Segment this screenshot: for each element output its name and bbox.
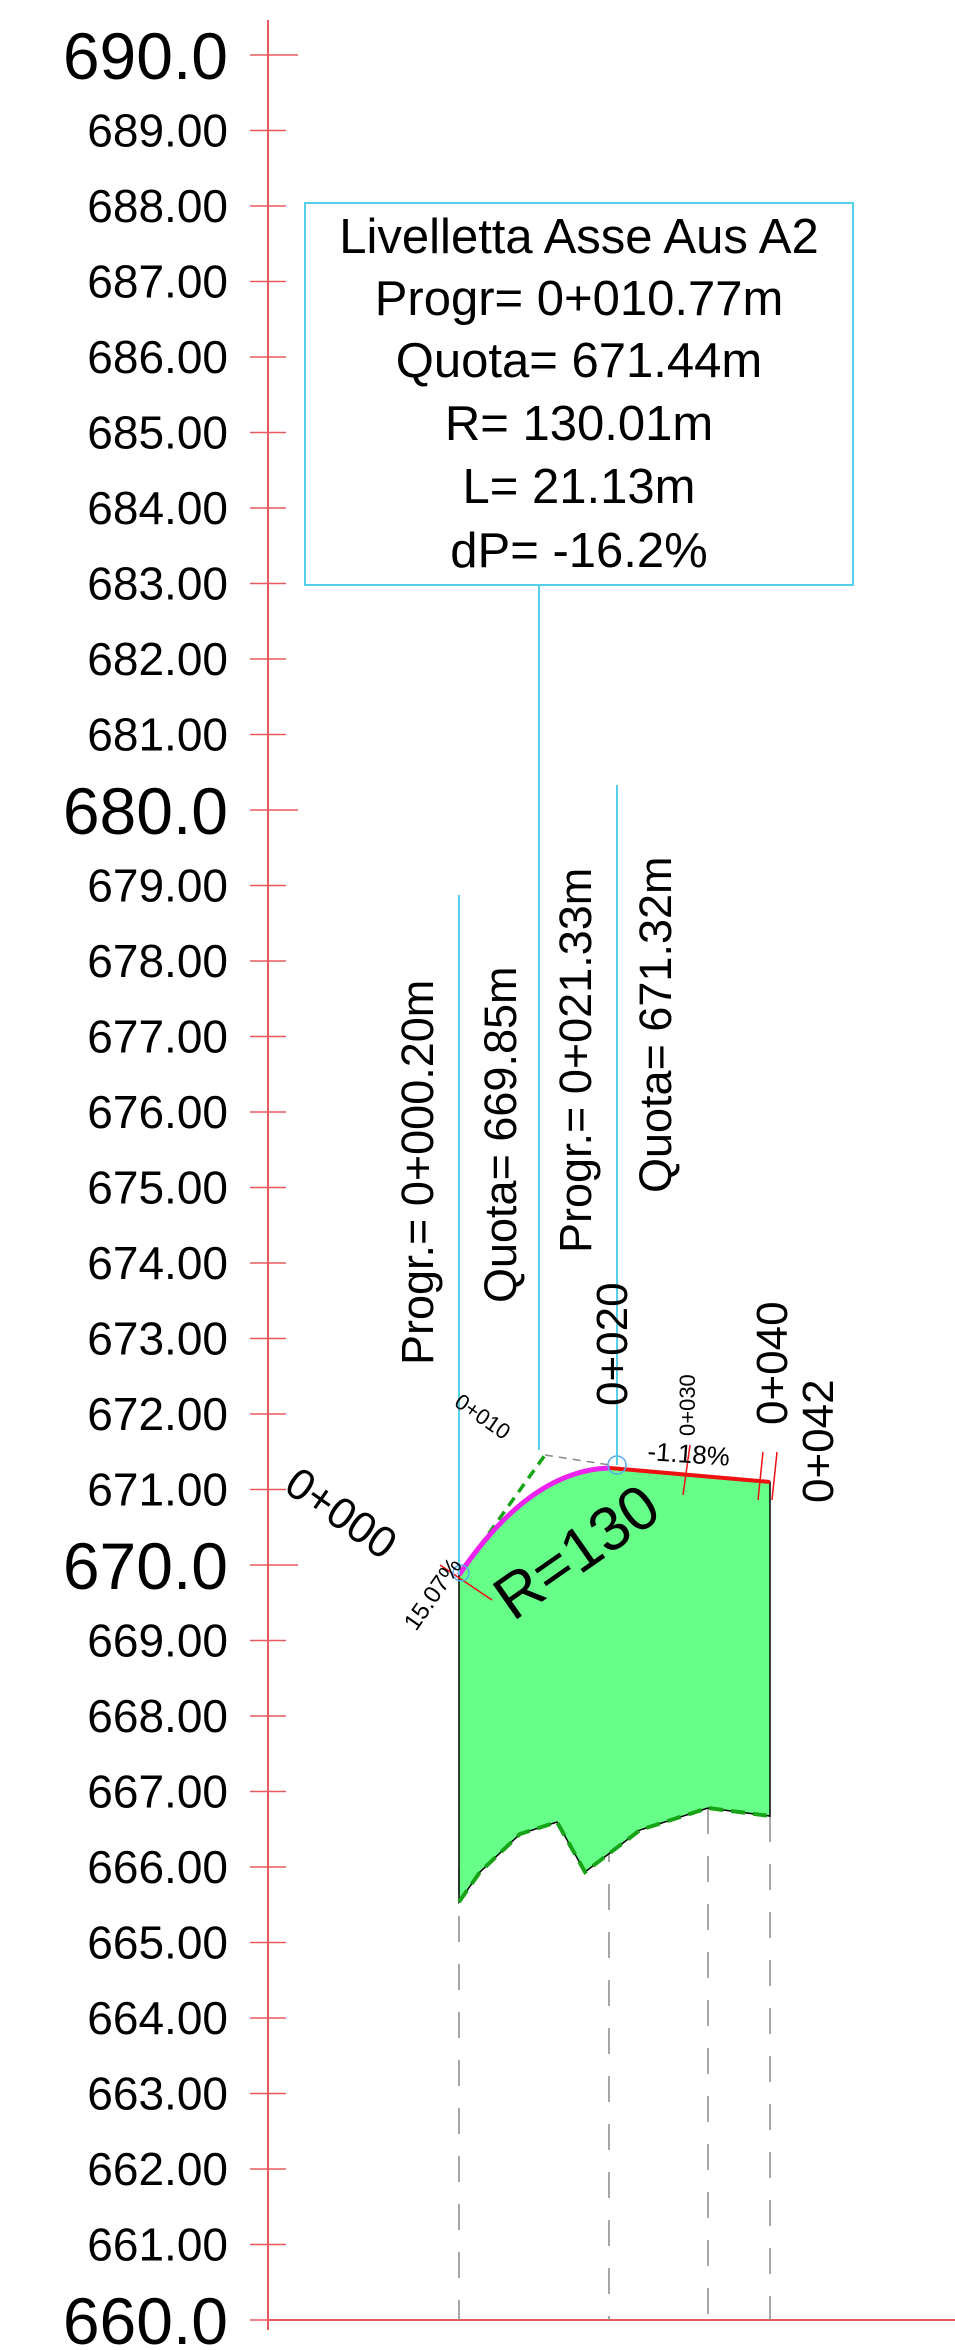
tangent-vertex (544, 1454, 611, 1466)
y-axis-label: 670.0 (63, 1529, 228, 1603)
y-axis-label: 677.00 (87, 1011, 228, 1063)
info-box-quota: Quota= 671.44m (396, 334, 762, 388)
y-axis-label: 671.00 (87, 1464, 228, 1516)
y-axis-label: 688.00 (87, 180, 228, 232)
y-axis-label: 681.00 (87, 709, 228, 761)
y-axis-label: 674.00 (87, 1237, 228, 1289)
vertical-curve (456, 1465, 611, 1577)
info-box-length: L= 21.13m (463, 460, 696, 514)
info-box-title: Livelletta Asse Aus A2 (339, 210, 818, 264)
y-axis-label: 680.0 (63, 774, 228, 848)
info-box-dp: dP= -16.2% (450, 524, 707, 578)
info-box-frame (304, 202, 854, 586)
tick-0-042 (771, 1451, 778, 1501)
y-axis-label: 676.00 (87, 1086, 228, 1138)
grade-line-down (609, 1466, 771, 1484)
y-axis-label: 678.00 (87, 935, 228, 987)
y-axis-label: 673.00 (87, 1313, 228, 1365)
y-axis-label: 664.00 (87, 1992, 228, 2044)
info-box-radius: R= 130.01m (445, 397, 713, 451)
y-axis-label: 683.00 (87, 558, 228, 610)
y-axis-label: 661.00 (87, 2219, 228, 2271)
y-axis-label: 672.00 (87, 1388, 228, 1440)
y-axis-label: 682.00 (87, 633, 228, 685)
y-axis-labels: 690.0 689.00 688.00 687.00 686.00 685.00 684.0… (63, 19, 228, 2350)
y-axis-label: 668.00 (87, 1690, 228, 1742)
station-guide-lines (458, 1788, 771, 2320)
y-axis-label: 679.00 (87, 860, 228, 912)
y-axis-label: 662.00 (87, 2143, 228, 2195)
station-label-0-030: 0+030 (675, 1374, 700, 1436)
info-box-progr: Progr= 0+010.77m (375, 272, 784, 326)
end-quota-label: Quota= 671.32m (630, 857, 681, 1194)
info-box: Livelletta Asse Aus A2 Progr= 0+010.77m … (304, 202, 854, 586)
tick-0-030 (682, 1444, 691, 1496)
y-axis (250, 20, 955, 2330)
start-quota-label: Quota= 669.85m (475, 967, 526, 1304)
y-axis-label: 666.00 (87, 1841, 228, 1893)
y-axis-label: 667.00 (87, 1766, 228, 1818)
start-progr-label: Progr.= 0+000.20m (392, 980, 443, 1365)
grade-up-label: 15.07% (399, 1553, 468, 1635)
y-axis-label: 675.00 (87, 1162, 228, 1214)
station-label-0-000: 0+000 (276, 1458, 405, 1569)
station-label-0-020: 0+020 (588, 1282, 637, 1406)
station-label-0-042: 0+042 (794, 1379, 843, 1503)
y-axis-label: 669.00 (87, 1615, 228, 1667)
y-axis-label: 690.0 (63, 19, 228, 93)
y-axis-label: 686.00 (87, 331, 228, 383)
y-axis-label: 663.00 (87, 2068, 228, 2120)
end-progr-label: Progr.= 0+021.33m (550, 868, 601, 1253)
terrain-line (457, 1805, 771, 1904)
y-axis-label: 687.00 (87, 256, 228, 308)
leader-lines (458, 585, 618, 1575)
station-label-0-040: 0+040 (748, 1301, 797, 1425)
y-axis-label: 665.00 (87, 1917, 228, 1969)
curve-start-marker (452, 1564, 470, 1582)
y-axis-label: 660.0 (63, 2284, 228, 2350)
tick-0-000 (439, 1564, 493, 1601)
y-axis-label: 685.00 (87, 407, 228, 459)
y-axis-label: 689.00 (87, 105, 228, 157)
y-axis-label: 684.00 (87, 482, 228, 534)
tick-0-040 (757, 1451, 764, 1501)
station-ticks (439, 1444, 778, 1601)
grade-down-label: -1.18% (647, 1436, 731, 1472)
